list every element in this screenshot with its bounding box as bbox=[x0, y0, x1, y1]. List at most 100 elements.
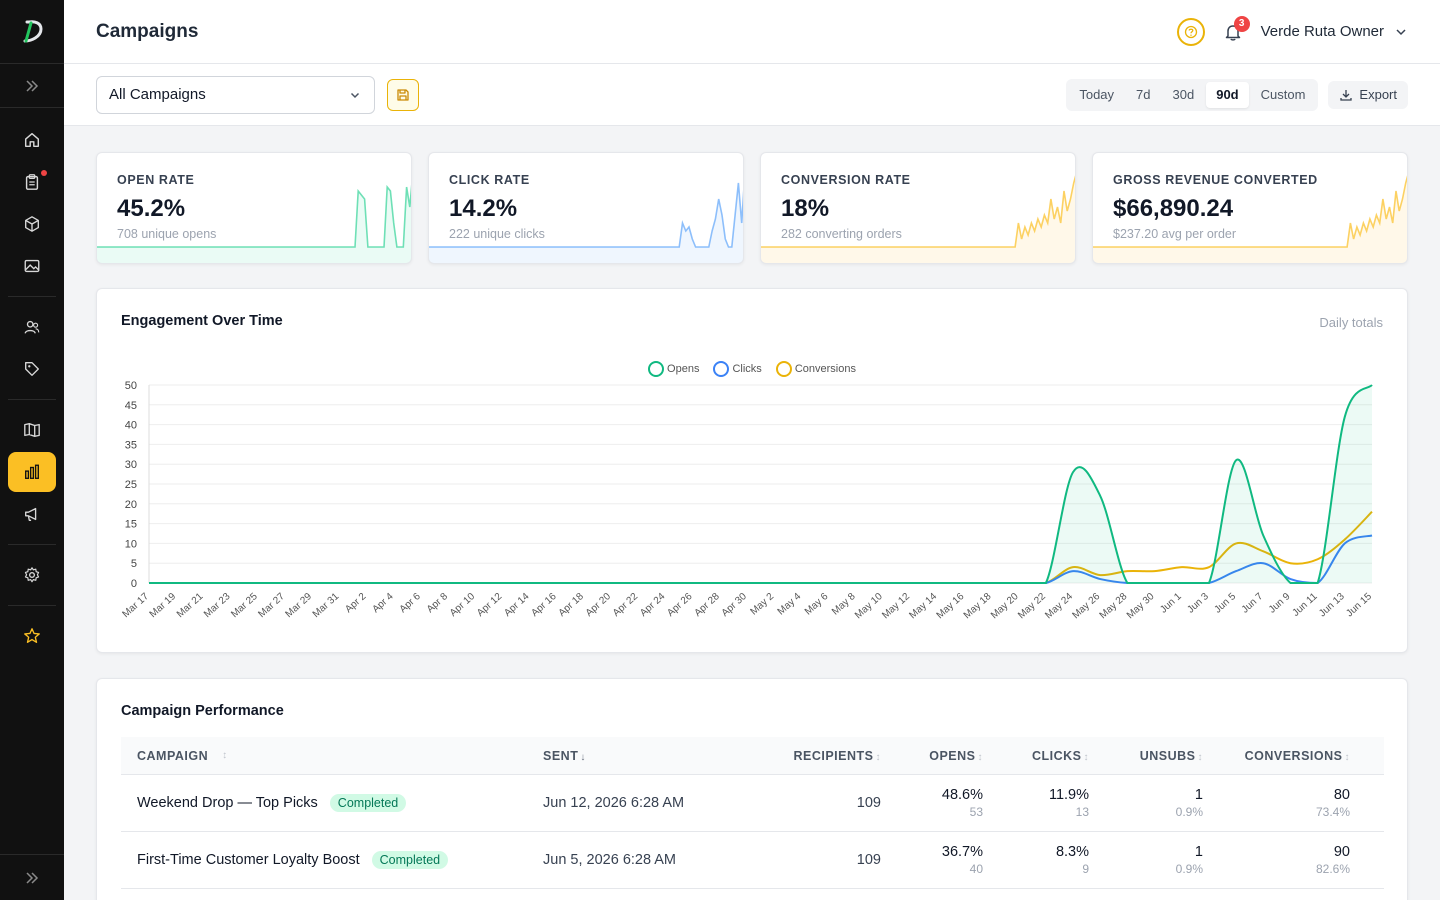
campaign-select[interactable]: All Campaigns bbox=[96, 75, 375, 114]
sidebar-item-home[interactable] bbox=[8, 120, 56, 160]
stat-label: GROSS REVENUE CONVERTED bbox=[1113, 173, 1318, 187]
x-tick-label: Apr 16 bbox=[529, 591, 559, 619]
legend-item-opens[interactable]: Opens bbox=[648, 361, 699, 377]
chevrons-right-icon bbox=[26, 871, 39, 884]
table-row[interactable]: First-Time Customer Loyalty Boost Complet… bbox=[121, 832, 1384, 889]
legend-item-clicks[interactable]: Clicks bbox=[713, 361, 762, 377]
series-line-clicks[interactable] bbox=[148, 534, 1373, 585]
app-logo[interactable] bbox=[0, 0, 64, 64]
sidebar-item-products[interactable] bbox=[8, 204, 56, 244]
sidebar-item-orders[interactable] bbox=[8, 162, 56, 202]
bar-chart-icon bbox=[25, 464, 39, 479]
x-tick-label: Apr 6 bbox=[398, 591, 423, 615]
top-bar: Campaigns 3 Verde Ruta Owner bbox=[64, 0, 1440, 64]
series-line-opens[interactable] bbox=[148, 384, 1373, 584]
legend-item-conversions[interactable]: Conversions bbox=[775, 361, 856, 377]
x-tick-label: Jun 15 bbox=[1344, 591, 1374, 620]
x-tick-label: Mar 23 bbox=[202, 591, 233, 620]
series-area-opens bbox=[149, 385, 1372, 583]
question-icon bbox=[1184, 25, 1197, 38]
x-tick-label: Apr 24 bbox=[638, 591, 668, 619]
x-tick-label: Jun 5 bbox=[1213, 591, 1239, 616]
chevrons-right-icon bbox=[26, 79, 39, 92]
x-tick-label: Jun 1 bbox=[1158, 591, 1184, 616]
sidebar-item-analytics[interactable] bbox=[8, 452, 56, 492]
conversion-rate-sparkline bbox=[761, 175, 1075, 263]
clicks-count: 9 bbox=[1082, 862, 1089, 876]
y-tick-label: 20 bbox=[125, 499, 137, 511]
status-badge: Completed bbox=[329, 794, 407, 812]
click-rate-sparkline bbox=[429, 182, 743, 263]
opens-rate: 48.6% bbox=[941, 787, 983, 803]
clicks-rate: 11.9% bbox=[1048, 787, 1089, 803]
status-badge: Completed bbox=[371, 851, 449, 869]
y-tick-label: 25 bbox=[125, 479, 137, 491]
stat-value: 14.2% bbox=[449, 195, 518, 222]
stat-subtext: 708 unique opens bbox=[117, 227, 217, 241]
sidebar-collapse-button[interactable] bbox=[0, 854, 64, 900]
legend-label: Conversions bbox=[794, 363, 856, 375]
y-tick-label: 50 bbox=[125, 380, 137, 392]
header-label: RECIPIENTS bbox=[793, 748, 874, 763]
download-icon bbox=[1340, 89, 1353, 101]
range-90d[interactable]: 90d bbox=[1206, 81, 1249, 108]
unsubs-rate: 0.9% bbox=[1175, 862, 1203, 876]
header-conversions[interactable]: CONVERSIONS ↕ bbox=[1203, 749, 1366, 763]
sidebar-item-favorites[interactable] bbox=[8, 616, 56, 656]
recipients-value: 109 bbox=[856, 852, 881, 868]
sidebar-item-marketing[interactable] bbox=[8, 494, 56, 534]
range-30d[interactable]: 30d bbox=[1172, 87, 1195, 102]
x-tick-label: Mar 17 bbox=[121, 591, 152, 620]
table-header: CAMPAIGN ↕ SENT ↓ RECIPIENTS ↕ OPENS ↕ CLICK… bbox=[121, 737, 1384, 775]
campaign-name[interactable]: Weekend Drop — Top Picks bbox=[137, 795, 318, 811]
save-button[interactable] bbox=[387, 78, 419, 111]
engagement-chart-card: 0 5 10 15 20 25 30 35 40 45 50 Mar 17 Mar 19 Mar 21 Ma… bbox=[96, 288, 1408, 653]
campaign-name[interactable]: First-Time Customer Loyalty Boost bbox=[137, 852, 360, 868]
help-button[interactable] bbox=[1176, 17, 1205, 46]
x-tick-label: Jun 7 bbox=[1240, 591, 1266, 616]
logo-icon bbox=[23, 19, 43, 42]
sidebar-item-content[interactable] bbox=[8, 410, 56, 450]
sort-icon: ↕ bbox=[1083, 751, 1089, 763]
header-recipients[interactable]: RECIPIENTS ↕ bbox=[723, 749, 881, 763]
megaphone-icon bbox=[25, 507, 37, 521]
sidebar-item-customers[interactable] bbox=[8, 307, 56, 347]
export-button[interactable]: Export bbox=[1328, 80, 1408, 109]
notifications-button[interactable]: 3 bbox=[1219, 15, 1250, 46]
recipients-value: 109 bbox=[856, 795, 881, 811]
chevron-down-icon bbox=[1396, 28, 1406, 35]
sidebar-expand-button[interactable] bbox=[0, 64, 64, 108]
x-tick-label: Jun 11 bbox=[1291, 591, 1320, 619]
header-unsubs[interactable]: UNSUBS ↕ bbox=[1089, 749, 1203, 763]
range-custom[interactable]: Custom bbox=[1260, 87, 1306, 102]
x-tick-label: May 12 bbox=[880, 591, 912, 621]
table-row[interactable]: Weekend Drop — Top Picks Completed Jun 12… bbox=[121, 775, 1384, 832]
series-line-conversions[interactable] bbox=[148, 511, 1373, 584]
user-menu[interactable]: Verde Ruta Owner bbox=[1261, 23, 1408, 40]
chart-legend: Opens Clicks Conversions bbox=[97, 361, 1407, 377]
header-label: UNSUBS bbox=[1139, 748, 1196, 763]
x-tick-label: May 30 bbox=[1125, 591, 1157, 621]
sidebar-divider bbox=[8, 544, 56, 545]
header-sent[interactable]: SENT ↓ bbox=[543, 749, 723, 763]
conversions-count: 90 bbox=[1333, 844, 1350, 860]
x-tick-label: May 2 bbox=[748, 591, 776, 618]
sparkline-line bbox=[1093, 175, 1407, 248]
x-tick-label: Apr 8 bbox=[425, 591, 450, 615]
sidebar-item-settings[interactable] bbox=[8, 555, 56, 595]
stat-subtext: 282 converting orders bbox=[781, 227, 902, 241]
range-7d[interactable]: 7d bbox=[1136, 87, 1151, 102]
legend-marker bbox=[648, 361, 665, 377]
header-clicks[interactable]: CLICKS ↕ bbox=[983, 749, 1089, 763]
sidebar-item-discounts[interactable] bbox=[8, 349, 56, 389]
x-tick-label: Apr 12 bbox=[475, 591, 505, 619]
range-today[interactable]: Today bbox=[1079, 87, 1115, 102]
stat-label: OPEN RATE bbox=[117, 173, 195, 187]
x-tick-label: Mar 19 bbox=[148, 591, 179, 620]
sidebar-item-media[interactable] bbox=[8, 246, 56, 286]
campaign-performance-card: Campaign Performance CAMPAIGN ↕ SENT ↓ REC… bbox=[96, 678, 1408, 900]
clicks-rate: 8.3% bbox=[1055, 844, 1089, 860]
header-campaign[interactable]: CAMPAIGN ↕ bbox=[121, 749, 543, 763]
header-opens[interactable]: OPENS ↕ bbox=[881, 749, 983, 763]
